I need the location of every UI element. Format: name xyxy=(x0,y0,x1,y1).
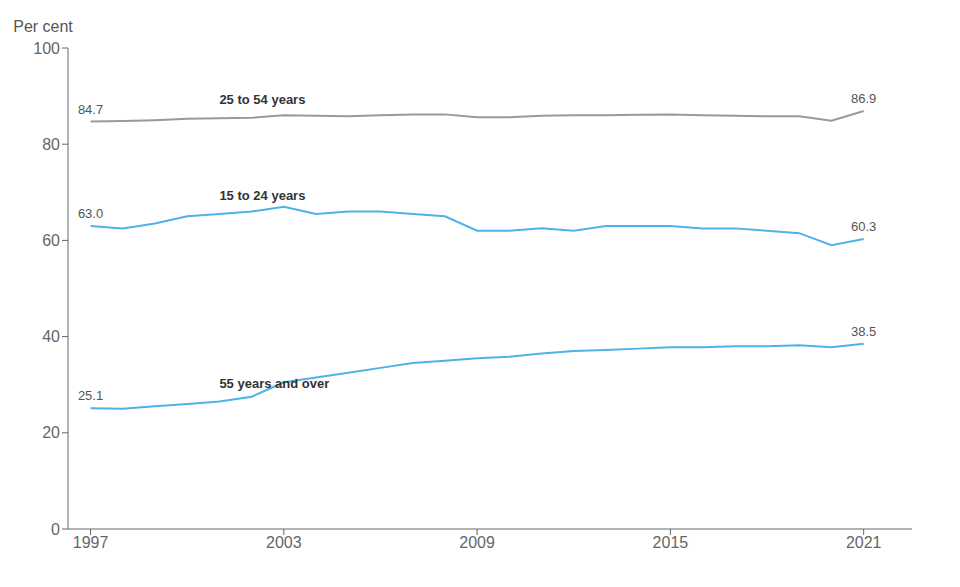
svg-text:15 to 24 years: 15 to 24 years xyxy=(219,188,305,203)
svg-text:1997: 1997 xyxy=(73,534,109,551)
svg-text:63.0: 63.0 xyxy=(78,206,103,221)
svg-text:55 years and over: 55 years and over xyxy=(219,376,329,391)
svg-text:2015: 2015 xyxy=(653,534,689,551)
svg-text:60: 60 xyxy=(42,232,60,249)
svg-text:38.5: 38.5 xyxy=(851,324,876,339)
svg-text:25 to 54 years: 25 to 54 years xyxy=(219,92,305,107)
svg-text:20: 20 xyxy=(42,424,60,441)
svg-text:80: 80 xyxy=(42,136,60,153)
svg-text:84.7: 84.7 xyxy=(78,102,103,117)
svg-text:2009: 2009 xyxy=(459,534,495,551)
svg-text:86.9: 86.9 xyxy=(851,91,876,106)
svg-text:40: 40 xyxy=(42,328,60,345)
svg-text:2003: 2003 xyxy=(266,534,302,551)
svg-text:Per cent: Per cent xyxy=(13,18,73,35)
svg-text:60.3: 60.3 xyxy=(851,219,876,234)
svg-text:100: 100 xyxy=(33,40,60,57)
svg-text:25.1: 25.1 xyxy=(78,388,103,403)
svg-text:0: 0 xyxy=(51,521,60,538)
svg-text:2021: 2021 xyxy=(846,534,882,551)
